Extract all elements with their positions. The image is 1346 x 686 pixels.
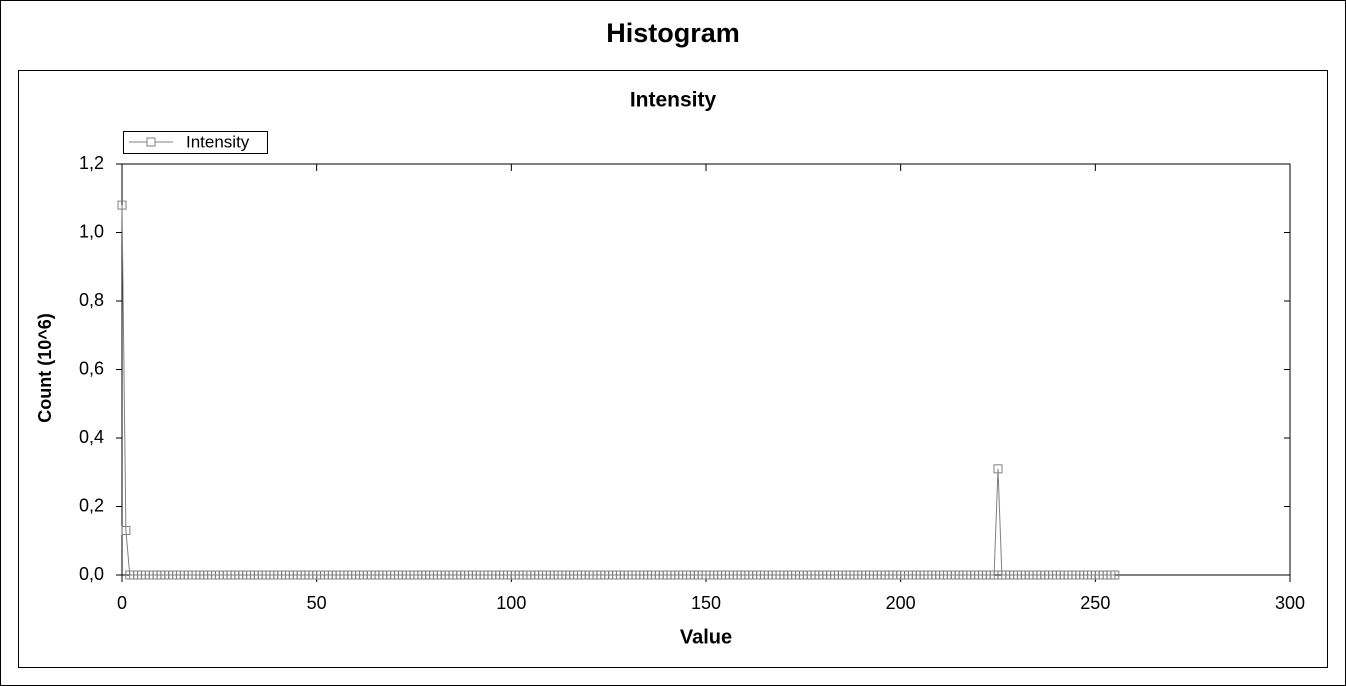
x-tick-label: 250 — [1080, 593, 1110, 613]
chart-panel — [18, 70, 1328, 668]
x-axis-label: Value — [680, 626, 732, 648]
y-axis-label: Count (10^6) — [35, 313, 55, 423]
x-tick-label: 300 — [1275, 593, 1305, 613]
y-tick-label: 0,0 — [79, 564, 104, 584]
x-tick-label: 50 — [307, 593, 327, 613]
chart-title: Histogram — [606, 18, 740, 48]
legend-label: Intensity — [186, 132, 250, 151]
series-line — [121, 205, 1115, 576]
y-tick-label: 1,2 — [79, 153, 104, 173]
y-tick-label: 0,4 — [79, 427, 104, 447]
data-point — [121, 525, 131, 535]
y-tick-label: 1,0 — [79, 221, 104, 241]
y-tick-label: 0,2 — [79, 495, 104, 515]
chart-subtitle: Intensity — [630, 89, 717, 112]
x-tick-label: 100 — [496, 593, 526, 613]
y-tick-label: 0,6 — [79, 358, 104, 378]
legend-box — [123, 131, 268, 154]
data-point — [993, 464, 1003, 474]
data-point — [117, 200, 127, 210]
x-tick-label: 200 — [886, 593, 916, 613]
x-tick-label: 0 — [117, 593, 127, 613]
data-point — [1110, 570, 1120, 580]
legend-marker — [146, 137, 156, 147]
x-tick-label: 150 — [691, 593, 721, 613]
y-tick-label: 0,8 — [79, 290, 104, 310]
